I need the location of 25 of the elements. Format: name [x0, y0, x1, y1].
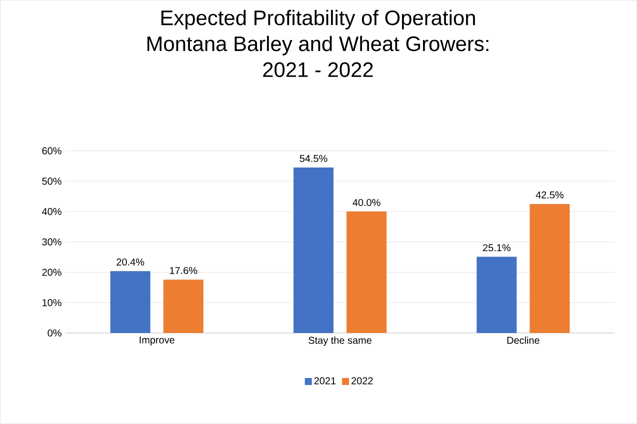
- y-tick-label: 40%: [42, 208, 62, 216]
- x-tick-label: Improve: [140, 336, 174, 346]
- x-tick-label: Decline: [507, 336, 540, 344]
- y-tick-label: 30%: [42, 238, 62, 246]
- bar: [476, 256, 517, 334]
- legend-label: 2022: [352, 377, 373, 384]
- bar: [163, 280, 204, 334]
- bar: [110, 271, 150, 334]
- data-label: 42.5%: [536, 191, 564, 199]
- legend-label: 2021: [314, 377, 336, 384]
- data-label: 40.0%: [352, 199, 380, 206]
- y-tick-label: 10%: [42, 299, 62, 306]
- data-label: 25.1%: [483, 244, 510, 252]
- data-label: 20.4%: [116, 258, 144, 266]
- y-tick-label: 50%: [42, 178, 62, 185]
- y-tick-label: 20%: [42, 268, 62, 276]
- data-label: 17.6%: [170, 267, 198, 274]
- bar: [530, 204, 570, 334]
- y-tick-label: 0%: [48, 330, 62, 337]
- data-label: 54.5%: [300, 155, 328, 162]
- y-tick-label: 60%: [42, 147, 62, 154]
- bar: [293, 168, 334, 334]
- x-tick-label: Stay the same: [308, 336, 372, 346]
- bar: [346, 212, 387, 334]
- chart-title: Expected Profitability of Operation Montana Barley and Wheat Growers: 2021 - 2022: [147, 10, 488, 78]
